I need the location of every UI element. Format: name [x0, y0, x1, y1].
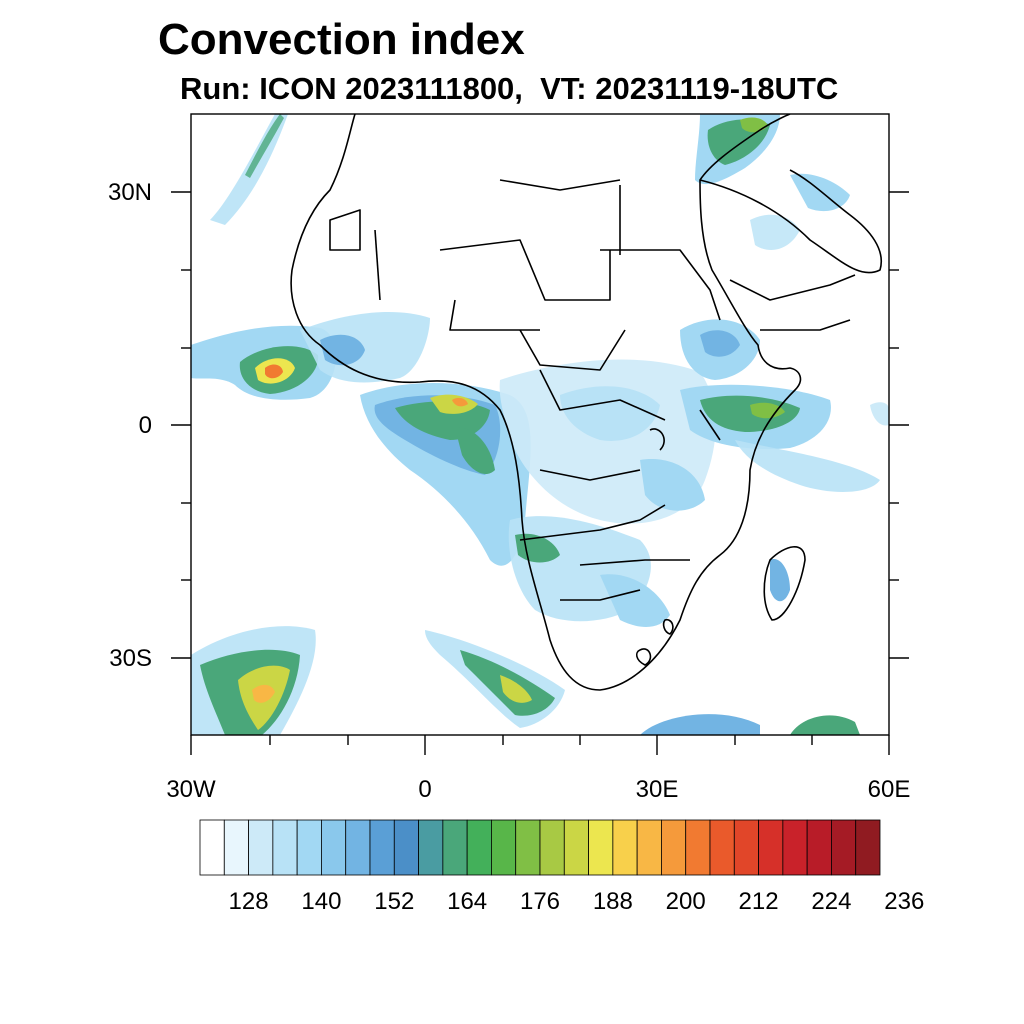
convection-field: [191, 114, 889, 735]
colorbar-swatch: [758, 819, 784, 876]
lon-label-30e: 30E: [635, 776, 679, 803]
lat-label-30s: 30S: [109, 645, 152, 672]
colorbar-swatch: [539, 819, 565, 876]
colorbar-swatch: [855, 819, 881, 876]
colorbar-swatch: [296, 819, 322, 876]
colorbar-swatch: [563, 819, 589, 876]
colorbar-label: 200: [665, 888, 706, 915]
colorbar-swatch: [466, 819, 492, 876]
colorbar-swatch: [661, 819, 687, 876]
colorbar-label: 164: [447, 888, 488, 915]
lon-label-30w: 30W: [166, 776, 216, 803]
colorbar-swatch: [831, 819, 857, 876]
colorbar-swatch: [393, 819, 419, 876]
map-subtitle: Run: ICON 2023111800, VT: 20231119-18UTC: [180, 71, 839, 106]
colorbar-swatch: [345, 819, 371, 876]
colorbar-swatch: [272, 819, 298, 876]
colorbar-label: 140: [301, 888, 342, 915]
colorbar-label: 188: [592, 888, 633, 915]
colorbar-swatch: [806, 819, 832, 876]
colorbar-swatch: [709, 819, 735, 876]
colorbar-swatch: [612, 819, 638, 876]
colorbar-label: 212: [738, 888, 779, 915]
colorbar-swatch: [321, 819, 347, 876]
colorbar-swatch: [685, 819, 711, 876]
lat-label-0: 0: [138, 412, 152, 439]
colorbar-label: 152: [374, 888, 415, 915]
colorbar-swatch: [418, 819, 444, 876]
colorbar-swatch: [442, 819, 468, 876]
colorbar-swatch: [248, 819, 274, 876]
lat-label-30n: 30N: [107, 179, 152, 206]
colorbar-swatch: [515, 819, 541, 876]
map-title: Convection index: [158, 15, 525, 64]
colorbar-swatch: [369, 819, 395, 876]
colorbar-swatch: [636, 819, 662, 876]
colorbar-label: 176: [519, 888, 561, 915]
colorbar-swatch: [199, 819, 225, 876]
lon-label-60e: 60E: [867, 776, 911, 803]
country-borders: [290, 114, 883, 691]
colorbar-swatch: [588, 819, 614, 876]
colorbar-swatch: [782, 819, 808, 876]
colorbar: [199, 819, 881, 876]
colorbar-label: 236: [884, 888, 925, 915]
axis-ticks: [171, 191, 909, 755]
colorbar-swatch: [491, 819, 517, 876]
colorbar-label: 224: [811, 888, 852, 915]
colorbar-swatch: [733, 819, 759, 876]
lon-label-0: 0: [418, 776, 432, 803]
colorbar-label: 128: [228, 888, 269, 915]
colorbar-swatch: [223, 819, 249, 876]
